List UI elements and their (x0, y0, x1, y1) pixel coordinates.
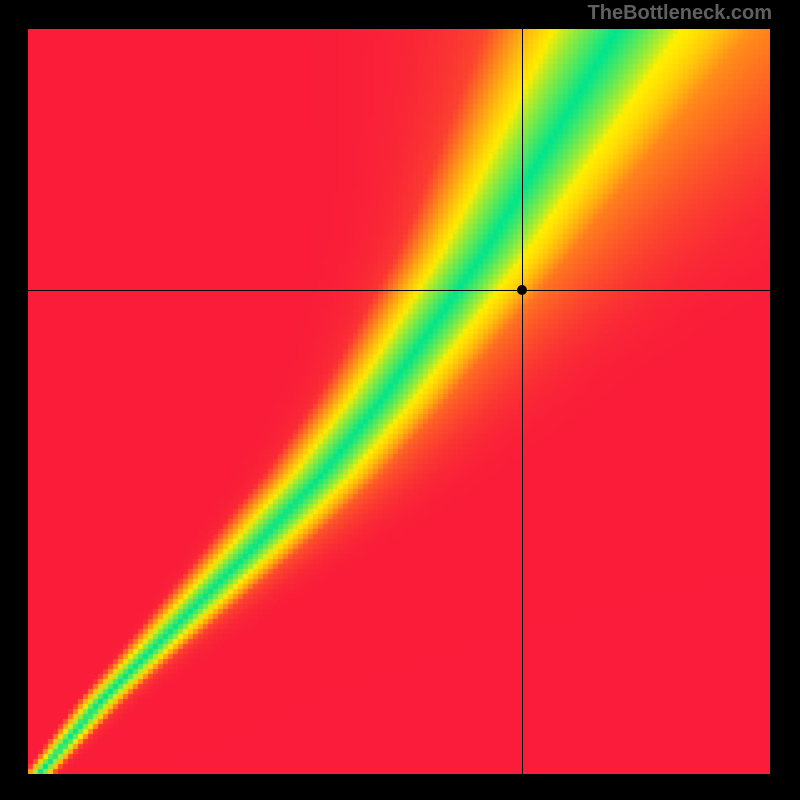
heatmap-canvas (28, 29, 770, 774)
crosshair-vertical (522, 29, 523, 774)
chart-frame: TheBottleneck.com (0, 0, 800, 800)
heatmap-plot (28, 29, 770, 774)
crosshair-marker (517, 285, 527, 295)
watermark-text: TheBottleneck.com (588, 2, 772, 25)
crosshair-horizontal (28, 290, 770, 291)
